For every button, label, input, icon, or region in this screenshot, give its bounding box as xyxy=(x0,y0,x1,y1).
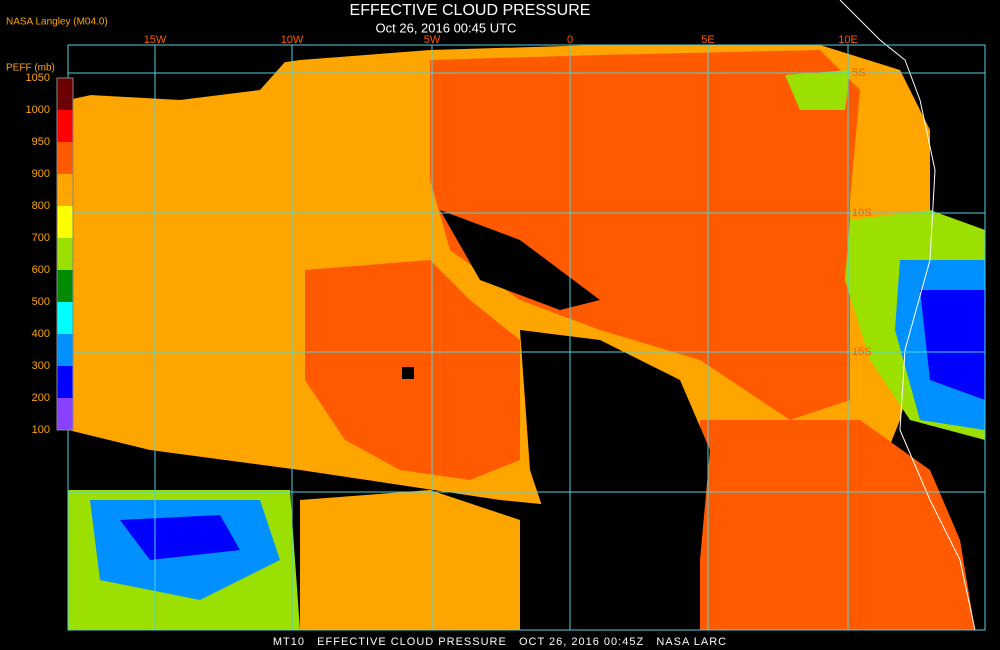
longitude-label: 5W xyxy=(424,34,441,46)
footer: MT10 EFFECTIVE CLOUD PRESSURE OCT 26, 20… xyxy=(273,636,727,648)
source: NASA Langley (M04.0) xyxy=(6,17,108,28)
longitude-label: 5E xyxy=(701,34,714,46)
colorbar-label: 500 xyxy=(32,296,50,308)
colorbar-label: 100 xyxy=(32,424,50,436)
colorbar-label: 200 xyxy=(32,392,50,404)
colorbar-label: 400 xyxy=(32,328,50,340)
longitude-label: 10W xyxy=(281,34,304,46)
map-labels: 15W 10W 5W 0 5E 10E 5S 10S 15S xyxy=(144,34,872,358)
title: EFFECTIVE CLOUD PRESSURE xyxy=(350,2,591,19)
colorbar-swatch xyxy=(57,270,73,303)
cloud-image xyxy=(68,0,985,631)
colorbar-label: 300 xyxy=(32,360,50,372)
colorbar-label: 950 xyxy=(32,136,50,148)
colorbar-swatch xyxy=(57,238,73,271)
colorbar-label: 600 xyxy=(32,264,50,276)
colorbar-label: 1050 xyxy=(26,72,50,84)
graticule xyxy=(68,45,985,630)
longitude-label: 15W xyxy=(144,34,167,46)
longitude-label: 0 xyxy=(567,34,573,46)
colorbar: 1050 1000 950 900 800 700 600 500 400 300 200 100 xyxy=(26,72,74,436)
longitude-label: 10E xyxy=(838,34,858,46)
colorbar-swatch xyxy=(57,398,73,431)
colorbar-swatch xyxy=(57,110,73,143)
colorbar-label: 1000 xyxy=(26,104,50,116)
colorbar-swatch xyxy=(57,366,73,399)
latitude-label: 5S xyxy=(852,67,865,79)
colorbar-swatch xyxy=(57,174,73,207)
legend-title: PEFF (mb) xyxy=(6,63,55,74)
colorbar-label: 900 xyxy=(32,168,50,180)
colorbar-label: 800 xyxy=(32,200,50,212)
colorbar-swatch xyxy=(57,334,73,367)
latitude-label: 15S xyxy=(852,346,872,358)
colorbar-swatch xyxy=(57,78,73,111)
colorbar-swatch xyxy=(57,302,73,335)
colorbar-label: 700 xyxy=(32,232,50,244)
subtitle: Oct 26, 2016 00:45 UTC xyxy=(376,20,517,35)
colorbar-swatch xyxy=(57,206,73,239)
colorbar-swatch xyxy=(57,142,73,175)
latitude-label: 10S xyxy=(852,207,872,219)
colorbar-frame xyxy=(56,77,74,431)
